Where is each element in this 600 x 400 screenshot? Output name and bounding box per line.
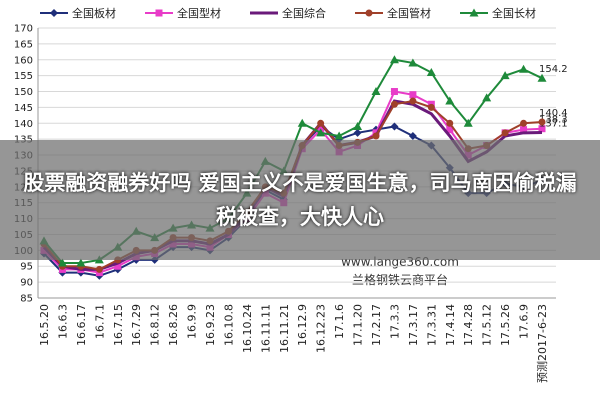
y-tick-label: 95 xyxy=(20,262,33,273)
marker xyxy=(76,258,86,267)
y-tick-label: 145 xyxy=(14,103,33,114)
marker xyxy=(463,118,473,127)
x-tick-label: 16.8.26 xyxy=(167,304,180,346)
marker xyxy=(353,121,363,130)
overlay-banner: 股票融资融券好吗 爱国主义不是爱国生意，司马南因偷税漏税被查，大快人心 xyxy=(0,140,600,260)
legend-label: 全国型材 xyxy=(177,6,221,20)
marker xyxy=(482,93,492,102)
marker xyxy=(427,103,435,111)
x-tick-label: 16.11.21 xyxy=(278,304,291,353)
x-tick-label: 16.7.29 xyxy=(130,304,143,346)
marker xyxy=(538,118,546,126)
marker xyxy=(537,73,547,82)
data-label: 140.4 xyxy=(539,108,568,119)
x-tick-label: 17.6.9 xyxy=(518,304,531,339)
marker xyxy=(538,125,546,133)
x-tick-label: 17.1.20 xyxy=(352,304,365,346)
x-tick-label: 17.4.14 xyxy=(444,304,457,346)
marker xyxy=(371,87,381,96)
y-tick-label: 165 xyxy=(14,39,33,50)
marker xyxy=(155,9,163,17)
marker xyxy=(469,8,479,17)
y-tick-label: 150 xyxy=(14,87,33,98)
x-tick-label: 16.9.23 xyxy=(204,304,217,346)
data-label: 138.3 xyxy=(539,115,568,126)
marker xyxy=(390,100,398,108)
x-tick-label: 16.6.3 xyxy=(56,304,69,339)
headline: 股票融资融券好吗 爱国主义不是爱国生意，司马南因偷税漏税被查，大快人心 xyxy=(23,171,577,229)
x-tick-label: 17.1.6 xyxy=(333,304,346,339)
legend-label: 全国板材 xyxy=(72,6,116,20)
marker xyxy=(95,265,103,273)
marker xyxy=(353,128,362,137)
x-tick-label: 16.12.23 xyxy=(315,304,328,353)
marker xyxy=(297,118,307,127)
marker xyxy=(426,67,436,76)
legend: 全国板材 全国型材 全国综合 全国管材 全国长材 xyxy=(40,6,536,20)
x-tick-label: 17.3.31 xyxy=(425,304,438,346)
x-tick-label: 16.10.8 xyxy=(222,304,235,346)
x-tick-label: 16.6.17 xyxy=(75,304,88,346)
legend-label: 全国综合 xyxy=(282,6,326,20)
x-tick-label: 17.3.3 xyxy=(388,304,401,339)
x-tick-label: 16.10.24 xyxy=(241,304,254,353)
watermark: 兰格钢铁云商平台 xyxy=(352,272,448,287)
marker xyxy=(365,9,373,17)
marker xyxy=(520,126,528,134)
marker xyxy=(500,71,510,80)
marker xyxy=(409,91,417,99)
marker xyxy=(520,119,528,127)
marker xyxy=(114,262,122,270)
x-tick-label: 16.7.15 xyxy=(112,304,125,346)
x-tick-label: 17.3.17 xyxy=(407,304,420,346)
marker xyxy=(334,131,344,140)
data-label: 137.1 xyxy=(539,119,568,130)
x-tick-label: 16.8.12 xyxy=(149,304,162,346)
marker xyxy=(316,128,326,137)
x-tick-label: 17.4.28 xyxy=(462,304,475,346)
marker xyxy=(408,132,417,140)
marker xyxy=(317,119,325,127)
legend-label: 全国管材 xyxy=(387,6,431,20)
marker xyxy=(446,119,454,127)
y-tick-label: 140 xyxy=(14,119,33,130)
x-tick-label: 16.11.11 xyxy=(259,304,272,353)
x-tick-label: 16.9.9 xyxy=(186,304,199,339)
marker xyxy=(408,58,418,67)
y-tick-label: 90 xyxy=(20,278,33,289)
x-tick-label: 16.7.1 xyxy=(93,304,106,339)
data-label: 154.2 xyxy=(539,64,568,75)
marker xyxy=(409,97,417,105)
marker xyxy=(446,126,454,134)
marker xyxy=(519,64,529,73)
legend-label: 全国长材 xyxy=(492,6,536,20)
marker xyxy=(389,55,399,64)
marker xyxy=(445,96,455,105)
x-tick-label: 16.5.20 xyxy=(38,304,51,346)
marker xyxy=(390,122,399,131)
marker xyxy=(50,9,58,17)
x-tick-label: 16.12.9 xyxy=(296,304,309,346)
marker xyxy=(501,129,509,137)
x-tick-label: 17.5.26 xyxy=(499,304,512,346)
x-tick-label: 预测2017-6-23 xyxy=(536,304,549,383)
marker xyxy=(390,88,398,96)
y-tick-label: 170 xyxy=(14,24,33,35)
y-tick-label: 85 xyxy=(20,294,33,305)
y-tick-label: 160 xyxy=(14,55,33,66)
marker xyxy=(372,132,380,140)
x-tick-label: 17.5.12 xyxy=(481,304,494,346)
x-tick-label: 17.2.17 xyxy=(370,304,383,346)
y-tick-label: 155 xyxy=(14,71,33,82)
marker xyxy=(57,258,67,267)
